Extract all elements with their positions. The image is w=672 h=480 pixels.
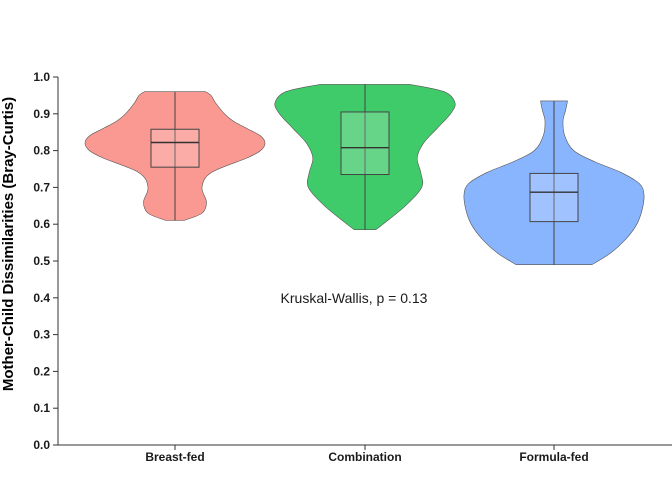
x-tick-label: Formula-fed: [519, 450, 588, 464]
violin-group-combination: [275, 84, 456, 229]
violin-layer: [85, 84, 644, 264]
box-iqr: [341, 112, 389, 175]
violin-group-breast-fed: [85, 92, 265, 221]
x-tick-label: Combination: [328, 450, 401, 464]
y-tick-label: 0.2: [33, 364, 50, 378]
y-tick-label: 0.6: [33, 217, 50, 231]
kruskal-wallis-annotation: Kruskal-Wallis, p = 0.13: [281, 290, 428, 306]
x-tick-group: Breast-fed Combination Formula-fed: [145, 445, 588, 464]
y-tick-group: 0.0 0.1 0.2 0.3 0.4 0.5 0.6 0.7 0.8 0.9 1.0: [33, 70, 58, 452]
y-tick-label: 0.4: [33, 291, 50, 305]
y-tick-label: 0.7: [33, 180, 50, 194]
x-tick-label: Breast-fed: [145, 450, 204, 464]
y-axis-title: Mother-Child Dissimilarities (Bray-Curti…: [0, 97, 17, 391]
y-tick-label: 0.1: [33, 401, 50, 415]
y-tick-label: 0.5: [33, 254, 50, 268]
y-tick-label: 0.8: [33, 144, 50, 158]
violin-group-formula-fed: [464, 101, 644, 265]
y-tick-label: 0.3: [33, 328, 50, 342]
y-tick-label: 0.9: [33, 107, 50, 121]
box-iqr: [530, 173, 578, 221]
box-iqr: [151, 129, 199, 167]
y-tick-label: 1.0: [33, 70, 50, 84]
y-tick-label: 0.0: [33, 438, 50, 452]
